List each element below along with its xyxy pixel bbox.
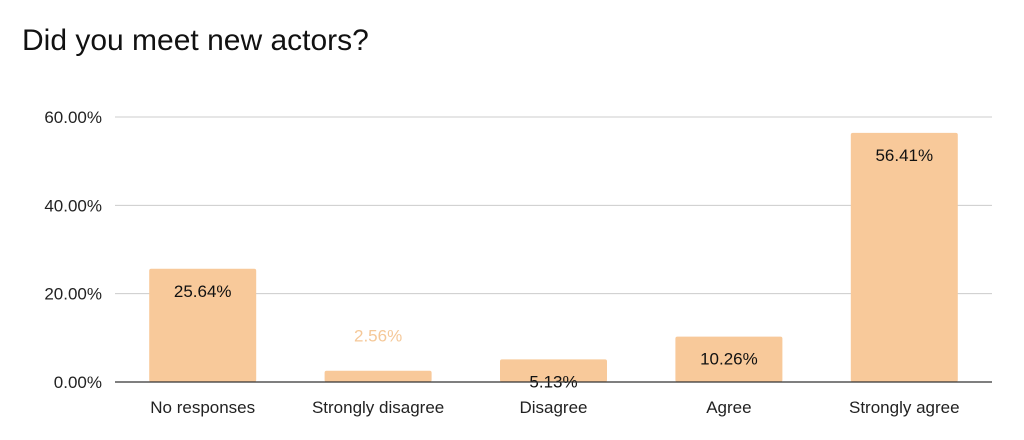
bar bbox=[675, 336, 783, 382]
y-tick-label: 40.00% bbox=[44, 196, 102, 215]
bar bbox=[850, 132, 958, 382]
bar bbox=[500, 359, 607, 382]
data-labels: 25.64%2.56%5.13%10.26%56.41% bbox=[174, 146, 933, 391]
x-category-label: Strongly agree bbox=[849, 398, 960, 417]
y-tick-label: 20.00% bbox=[44, 285, 102, 304]
y-tick-label: 60.00% bbox=[44, 108, 102, 127]
data-label: 25.64% bbox=[174, 282, 232, 301]
data-label: 10.26% bbox=[700, 350, 758, 369]
grid-lines bbox=[115, 116, 992, 295]
data-label: 2.56% bbox=[354, 327, 402, 346]
x-category-label: Agree bbox=[706, 398, 751, 417]
bar bbox=[149, 268, 257, 382]
x-category-label: Strongly disagree bbox=[312, 398, 444, 417]
bars bbox=[149, 132, 958, 382]
y-tick-label: 0.00% bbox=[54, 373, 102, 392]
x-category-label: Disagree bbox=[519, 398, 587, 417]
chart-title: Did you meet new actors? bbox=[22, 24, 369, 57]
bar bbox=[324, 370, 432, 382]
data-label: 56.41% bbox=[875, 146, 933, 165]
axes: 0.00% 20.00% 40.00% 60.00% No responses Stron… bbox=[44, 108, 992, 417]
x-category-label: No responses bbox=[150, 398, 255, 417]
